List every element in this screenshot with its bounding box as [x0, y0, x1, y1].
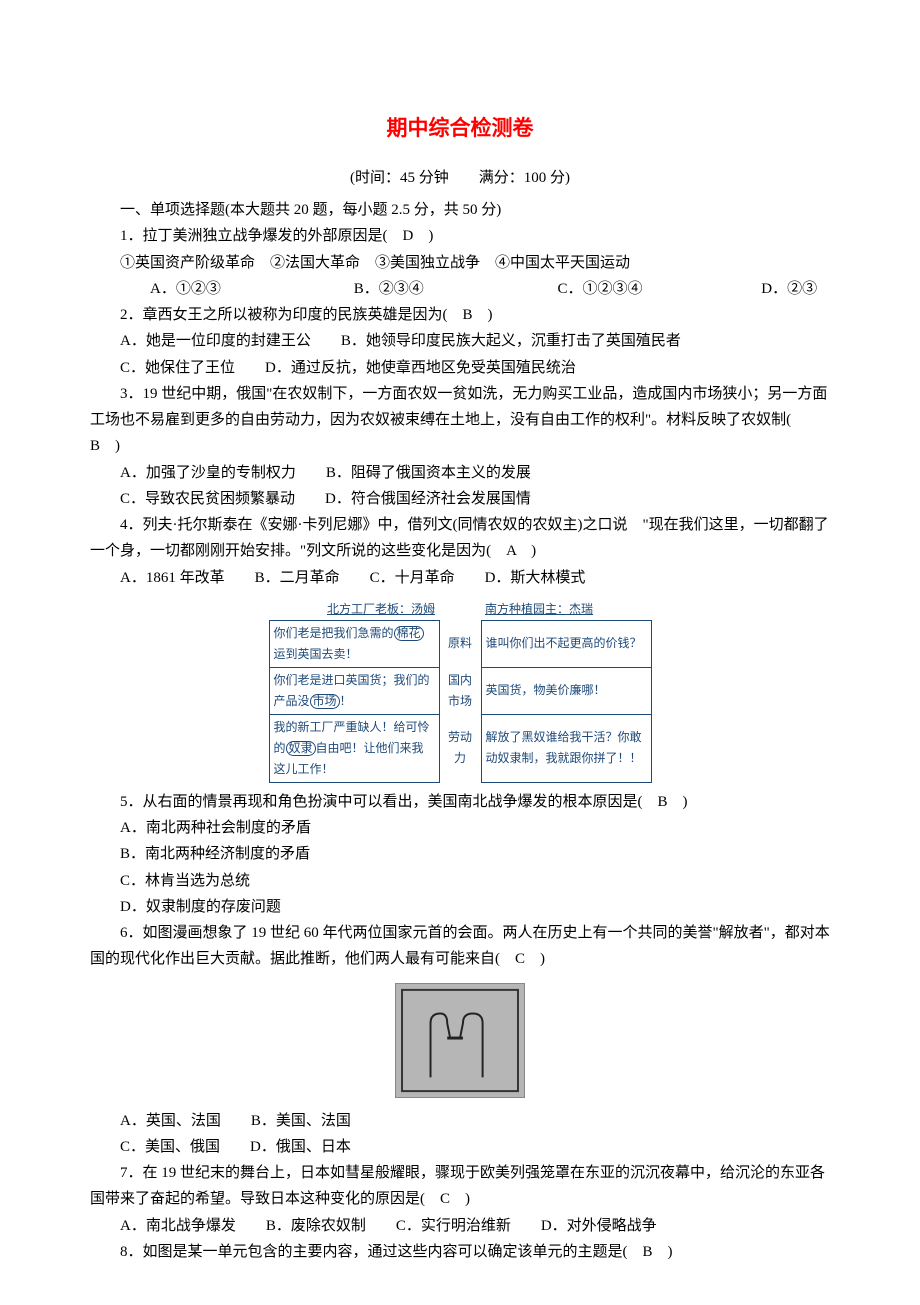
q2-opt-ab: A．她是一位印度的封建王公 B．她领导印度民族大起义，沉重打击了英国殖民者 [90, 328, 830, 354]
table-r1-left: 你们老是把我们急需的棉花运到英国去卖！ [269, 620, 439, 667]
dialogue-table: 北方工厂老板：汤姆 南方种植园主：杰瑞 你们老是把我们急需的棉花运到英国去卖！ … [269, 597, 652, 783]
table-r2-mid: 国内市场 [439, 667, 481, 714]
table-r2-right: 英国货，物美价廉哪！ [481, 667, 651, 714]
t-r3l-circ: 奴隶 [286, 741, 316, 756]
q4-options: A．1861 年改革 B．二月革命 C．十月革命 D．斯大林模式 [90, 565, 830, 591]
table-r3-mid: 劳动力 [439, 714, 481, 782]
table-r2-left: 你们老是进口英国货；我们的产品没市场！ [269, 667, 439, 714]
table-r1-right: 谁叫你们出不起更高的价钱？ [481, 620, 651, 667]
t-r2l-circ: 市场 [310, 694, 340, 709]
q1-opt-b: B．②③④ [324, 276, 524, 302]
t-r2l-post: ！ [340, 694, 352, 708]
t-r1l-pre: 你们老是把我们急需的 [274, 626, 394, 640]
q4-stem: 4．列夫·托尔斯泰在《安娜·卡列尼娜》中，借列文(同情农奴的农奴主)之口说 "现… [90, 512, 830, 565]
table-r1-mid: 原料 [439, 620, 481, 667]
table-hdr-right: 南方种植园主：杰瑞 [481, 597, 651, 621]
q2-opt-cd: C．她保住了王位 D．通过反抗，她使章西地区免受英国殖民统治 [90, 355, 830, 381]
q1-stem2: ①英国资产阶级革命 ②法国大革命 ③美国独立战争 ④中国太平天国运动 [90, 250, 830, 276]
q5-stem: 5．从右面的情景再现和角色扮演中可以看出，美国南北战争爆发的根本原因是( B ) [90, 789, 830, 815]
subtitle: (时间：45 分钟 满分：100 分) [90, 165, 830, 191]
q6-opt-cd: C．美国、俄国 D．俄国、日本 [90, 1134, 830, 1160]
q3-stem: 3．19 世纪中期，俄国"在农奴制下，一方面农奴一贫如洗，无力购买工业品，造成国… [90, 381, 830, 460]
q7-options: A．南北战争爆发 B．废除农奴制 C．实行明治维新 D．对外侵略战争 [90, 1213, 830, 1239]
q2-stem: 2．章西女王之所以被称为印度的民族英雄是因为( B ) [90, 302, 830, 328]
table-r3-left: 我的新工厂严重缺人！给可怜的奴隶自由吧！让他们来我这儿工作！ [269, 714, 439, 782]
q6-cartoon-image [395, 983, 525, 1098]
q6-stem: 6．如图漫画想象了 19 世纪 60 年代两位国家元首的会面。两人在历史上有一个… [90, 920, 830, 973]
table-hdr-left: 北方工厂老板：汤姆 [269, 597, 439, 621]
q1-stem: 1．拉丁美洲独立战争爆发的外部原因是( D ) [90, 223, 830, 249]
t-r1l-circ: 棉花 [394, 626, 424, 641]
q5-opt-d: D．奴隶制度的存废问题 [90, 894, 830, 920]
q1-opt-a: A．①②③ [120, 276, 320, 302]
t-r1l-post: 运到英国去卖！ [274, 647, 358, 661]
dialogue-table-wrap: 北方工厂老板：汤姆 南方种植园主：杰瑞 你们老是把我们急需的棉花运到英国去卖！ … [90, 597, 830, 783]
q1-opt-c: C．①②③④ [528, 276, 728, 302]
q3-opt-ab: A．加强了沙皇的专制权力 B．阻碍了俄国资本主义的发展 [90, 460, 830, 486]
table-hdr-mid [439, 597, 481, 621]
q5-opt-b: B．南北两种经济制度的矛盾 [90, 841, 830, 867]
q8-stem: 8．如图是某一单元包含的主要内容，通过这些内容可以确定该单元的主题是( B ) [90, 1239, 830, 1265]
q6-image-wrap [90, 983, 830, 1098]
table-r3-right: 解放了黑奴谁给我干活？你敢动奴隶制，我就跟你拼了！！ [481, 714, 651, 782]
q5-opt-c: C．林肯当选为总统 [90, 868, 830, 894]
q7-stem: 7．在 19 世纪末的舞台上，日本如彗星般耀眼，骤现于欧美列强笼罩在东亚的沉沉夜… [90, 1160, 830, 1213]
q1-options: A．①②③ B．②③④ C．①②③④ D．②③ [90, 276, 830, 302]
section-heading: 一、单项选择题(本大题共 20 题，每小题 2.5 分，共 50 分) [90, 197, 830, 223]
q5-opt-a: A．南北两种社会制度的矛盾 [90, 815, 830, 841]
q3-opt-cd: C．导致农民贫困频繁暴动 D．符合俄国经济社会发展国情 [90, 486, 830, 512]
page-title: 期中综合检测卷 [90, 110, 830, 147]
q6-opt-ab: A．英国、法国 B．美国、法国 [90, 1108, 830, 1134]
q1-opt-d: D．②③ [731, 276, 817, 302]
